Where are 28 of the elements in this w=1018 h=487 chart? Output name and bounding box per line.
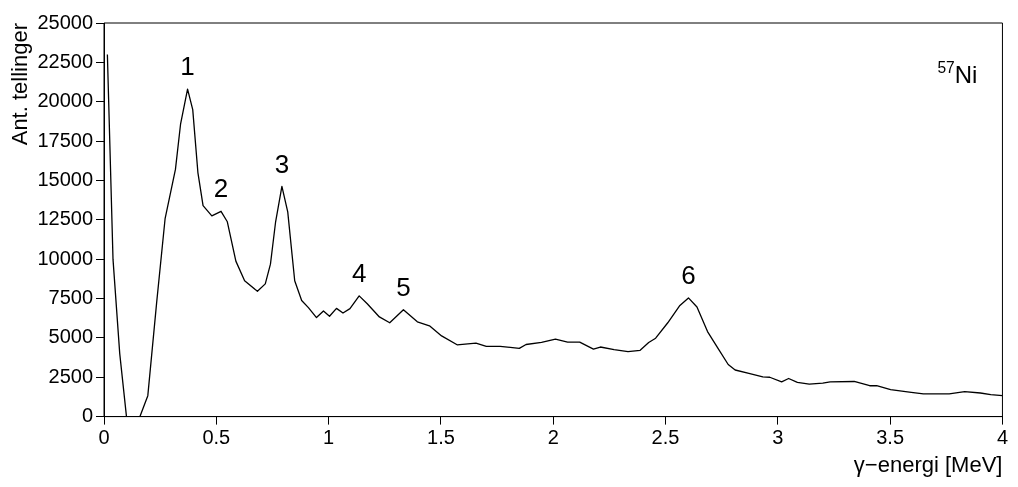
annotation: 3	[274, 148, 290, 179]
y-tick-label: 25000	[37, 10, 94, 33]
y-tick-label: 20000	[37, 89, 94, 112]
annotation: 5	[396, 271, 411, 302]
y-tick-label: 12500	[37, 207, 94, 230]
x-tick-label: 3.5	[876, 426, 905, 449]
y-tick-label: 0	[81, 404, 94, 427]
y-tick-label: 22500	[37, 49, 94, 72]
y-tick-label: 15000	[37, 167, 94, 190]
annotation: 4	[351, 258, 367, 289]
y-tick-label: 17500	[37, 128, 94, 151]
x-tick-label: 1.5	[427, 426, 455, 449]
annotation: 1	[180, 51, 195, 82]
x-axis-title: γ−energi [MeV]	[853, 451, 1003, 477]
y-tick-label: 2500	[48, 364, 94, 387]
x-tick-label: 1	[323, 426, 335, 449]
x-tick-label: 0.5	[202, 426, 231, 449]
x-tick-label: 0	[98, 426, 110, 449]
x-tick-label: 2	[547, 426, 559, 449]
x-tick-label: 3	[772, 426, 784, 449]
x-tick-label: 4	[996, 426, 1008, 449]
y-axis-title: Ant. tellinger	[7, 23, 33, 146]
x-tick-label: 2.5	[651, 426, 680, 449]
annotation: 2	[213, 173, 229, 204]
y-tick-label: 5000	[48, 325, 94, 348]
y-tick-label: 7500	[48, 286, 94, 309]
annotation: 6	[681, 260, 696, 291]
y-tick-label: 10000	[37, 246, 94, 269]
